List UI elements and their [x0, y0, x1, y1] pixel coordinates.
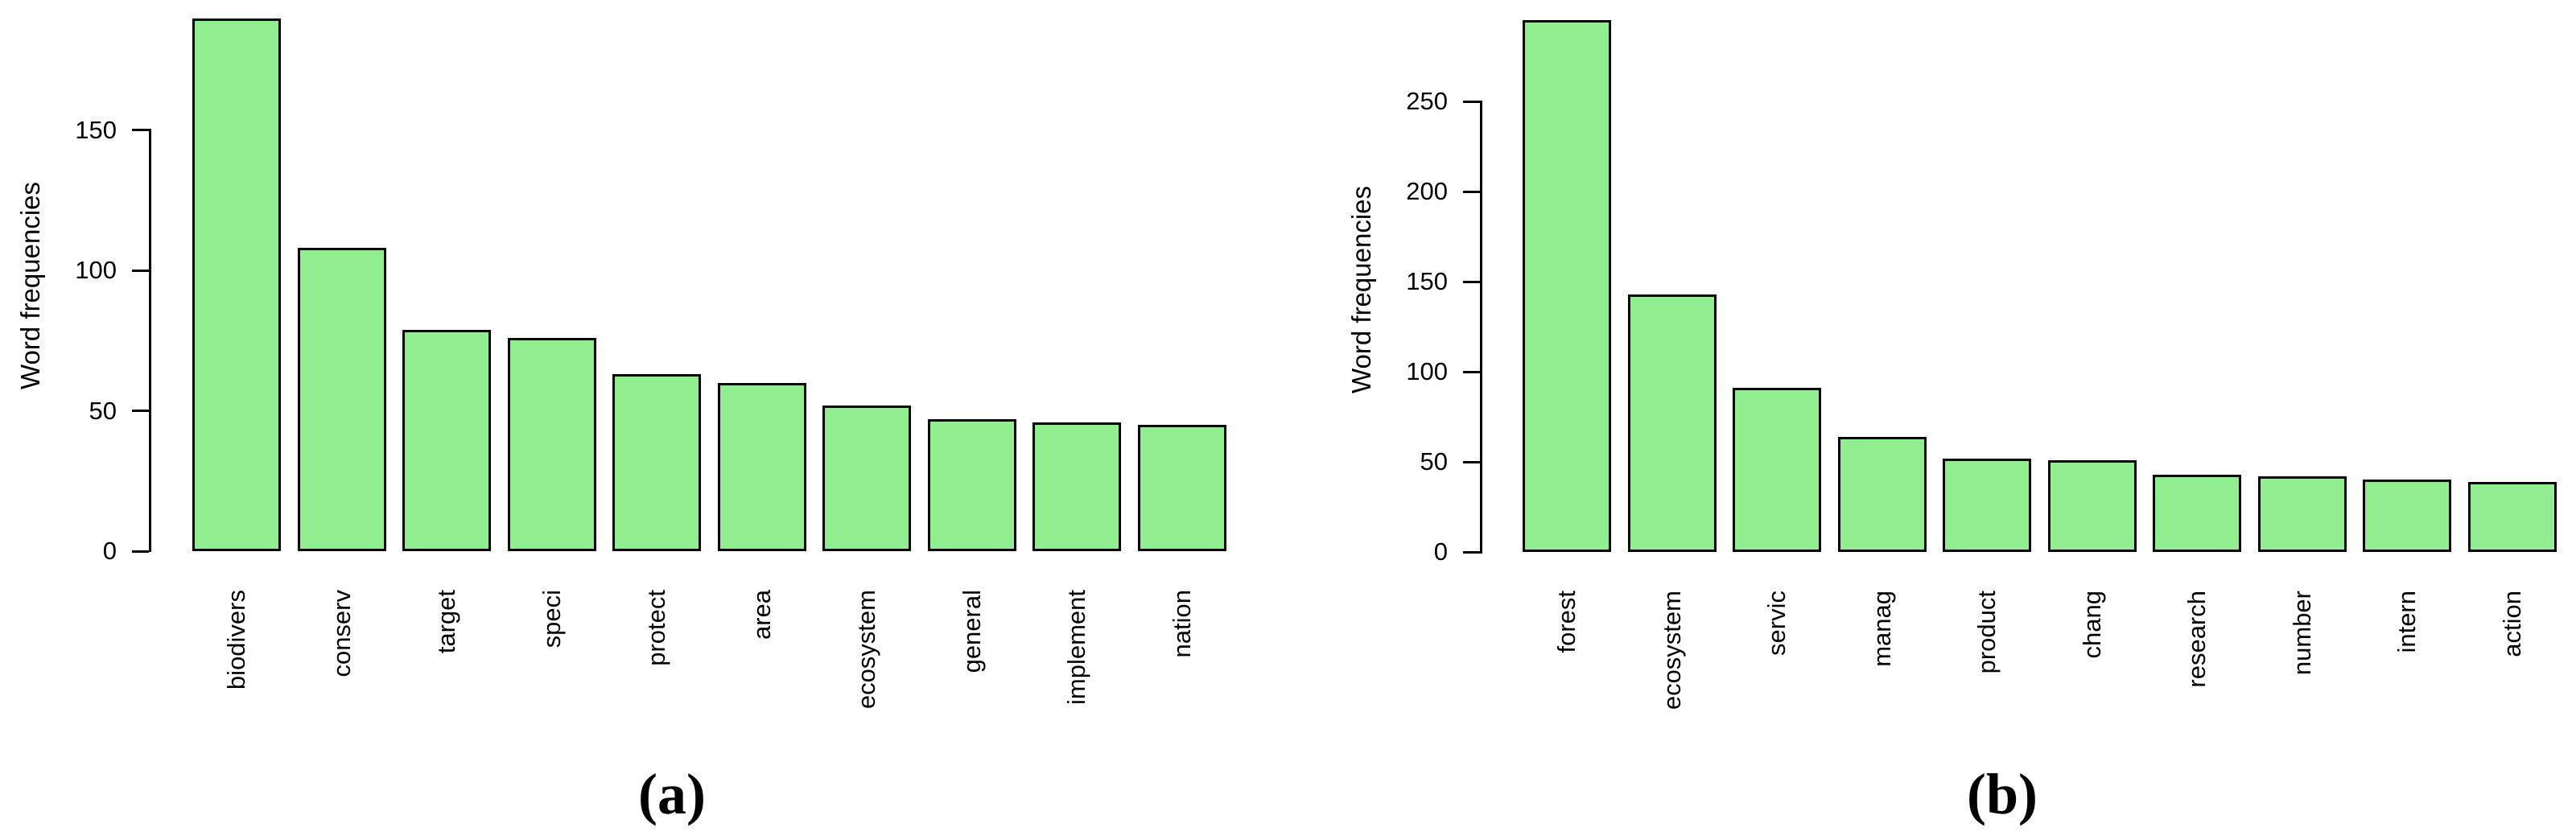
- bar-product: [1943, 458, 2031, 552]
- bar-speci: [507, 338, 596, 551]
- y-axis-title: Word frequencies: [1346, 185, 1376, 394]
- x-category-label: conserv: [327, 590, 356, 677]
- y-tick-mark: [1463, 280, 1480, 283]
- x-category-label: servic: [1762, 591, 1791, 656]
- y-tick-mark: [1463, 370, 1480, 373]
- y-axis-line: [149, 129, 151, 553]
- y-tick-mark: [132, 269, 149, 272]
- x-category-label: nation: [1167, 590, 1196, 658]
- x-category-label: implement: [1062, 590, 1090, 705]
- x-category-label: forest: [1552, 591, 1581, 653]
- x-category-label: intern: [2393, 591, 2421, 653]
- bar-area: [717, 382, 806, 551]
- bar-number: [2257, 476, 2347, 552]
- bar-ecosystem: [822, 405, 911, 551]
- x-category-label: ecosystem: [1657, 591, 1686, 710]
- y-tick-mark: [132, 550, 149, 553]
- bar-intern: [2363, 480, 2451, 552]
- y-tick-label: 0: [1433, 537, 1448, 566]
- x-category-label: action: [2497, 591, 2526, 657]
- y-tick-label: 150: [1406, 267, 1448, 295]
- bar-protect: [612, 374, 701, 551]
- y-tick-mark: [132, 410, 149, 413]
- x-category-label: ecosystem: [852, 590, 880, 710]
- bar-target: [402, 329, 491, 551]
- bar-forest: [1523, 20, 1611, 552]
- y-tick-label: 50: [89, 396, 117, 425]
- y-tick-label: 50: [1420, 447, 1448, 476]
- y-tick-label: 250: [1406, 87, 1448, 115]
- y-tick-mark: [1463, 100, 1480, 103]
- y-tick-label: 0: [102, 537, 117, 565]
- y-tick-label: 150: [75, 115, 117, 144]
- y-tick-mark: [1463, 460, 1480, 463]
- y-axis-title: Word frequencies: [15, 181, 45, 390]
- panel-caption-b: (b): [1967, 762, 2038, 826]
- bar-conserv: [297, 248, 386, 551]
- y-tick-mark: [1463, 190, 1480, 193]
- y-tick-label: 100: [1406, 357, 1448, 385]
- bar-action: [2467, 481, 2557, 552]
- y-tick-mark: [1463, 550, 1480, 554]
- y-tick-mark: [132, 129, 149, 132]
- x-category-label: research: [2182, 591, 2211, 688]
- panel-caption-a: (a): [638, 762, 706, 826]
- bar-implement: [1032, 422, 1121, 551]
- bar-ecosystem: [1627, 294, 1717, 552]
- x-category-label: number: [2287, 591, 2316, 676]
- y-tick-label: 100: [75, 256, 117, 285]
- bar-general: [927, 419, 1016, 551]
- bar-manag: [1837, 436, 1927, 552]
- bar-research: [2153, 474, 2241, 552]
- bar-nation: [1137, 425, 1226, 551]
- y-tick-label: 200: [1406, 177, 1448, 205]
- bar-chang: [2047, 459, 2137, 552]
- x-category-label: target: [432, 590, 460, 654]
- y-axis-line: [1480, 100, 1482, 554]
- bar-servic: [1733, 388, 1821, 552]
- x-category-label: biodivers: [222, 590, 250, 690]
- x-category-label: general: [957, 590, 986, 673]
- bar-biodivers: [192, 18, 281, 551]
